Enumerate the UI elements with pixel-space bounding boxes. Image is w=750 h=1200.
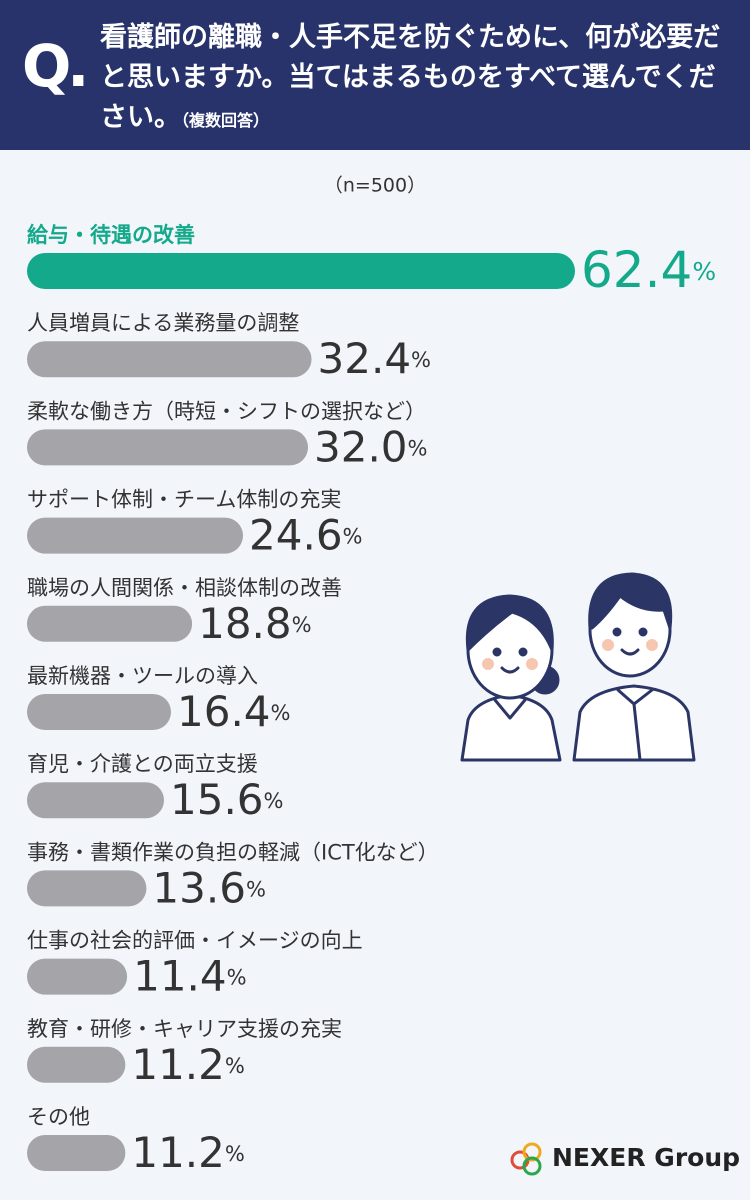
category-label: 職場の人間関係・相談体制の改善 (27, 576, 342, 600)
value-number: 16.4 (177, 687, 271, 736)
value-label: 15.6% (170, 775, 283, 824)
value-number: 32.4 (318, 334, 412, 383)
value-label: 24.6% (249, 510, 362, 559)
value-label: 11.2% (131, 1039, 244, 1088)
value-number: 11.2 (131, 1039, 225, 1088)
value-unit: % (264, 789, 284, 813)
value-number: 18.8 (198, 598, 292, 647)
value-unit: % (225, 1054, 245, 1078)
value-number: 11.2 (131, 1128, 225, 1177)
category-label: 教育・研修・キャリア支援の充実 (27, 1017, 342, 1041)
bar (27, 870, 147, 907)
bar (27, 517, 244, 554)
value-label: 18.8% (198, 598, 311, 647)
category-label: 柔軟な働き方（時短・シフトの選択など） (27, 399, 426, 423)
bar (27, 429, 309, 466)
category-label: 給与・待遇の改善 (27, 223, 195, 247)
header: Q. 看護師の離職・人手不足を防ぐために、何が必要だと思いますか。当てはまるもの… (0, 0, 750, 150)
value-label: 32.0% (314, 422, 427, 471)
bar (27, 782, 164, 819)
category-label: 人員増員による業務量の調整 (27, 311, 299, 335)
bar (27, 341, 312, 378)
category-label: 育児・介護との両立支援 (27, 752, 258, 776)
value-unit: % (692, 257, 716, 286)
value-unit: % (411, 348, 431, 372)
value-number: 11.4 (133, 951, 227, 1000)
value-number: 15.6 (170, 775, 264, 824)
value-number: 24.6 (249, 510, 343, 559)
bar (27, 694, 172, 730)
question-text: 看護師の離職・人手不足を防ぐために、何が必要だと思いますか。当てはまるものをすべ… (100, 18, 735, 141)
illustration (460, 572, 696, 762)
subtitle: （複数回答） (181, 111, 270, 130)
value-unit: % (246, 877, 266, 901)
sample-note: （n=500） (324, 175, 426, 197)
value-label: 62.4% (581, 241, 716, 299)
bar (27, 605, 193, 642)
logo (510, 1142, 542, 1176)
bar (27, 958, 128, 995)
value-label: 11.4% (133, 951, 246, 1000)
source-logo-text: NEXER Group (552, 1143, 740, 1172)
value-unit: % (227, 966, 247, 990)
bar (27, 1046, 126, 1083)
value-unit: % (343, 525, 363, 549)
category-label: サポート体制・チーム体制の充実 (27, 488, 341, 512)
value-unit: % (408, 436, 428, 460)
value-number: 32.0 (314, 422, 408, 471)
value-label: 32.4% (318, 334, 431, 383)
bar (27, 1135, 126, 1171)
value-label: 13.6% (152, 863, 265, 912)
value-label: 11.2% (131, 1128, 244, 1177)
value-label: 16.4% (177, 687, 290, 736)
value-unit: % (292, 613, 312, 637)
bar (27, 253, 575, 289)
value-number: 62.4 (581, 241, 692, 299)
value-number: 13.6 (152, 863, 246, 912)
category-label: 事務・書類作業の負担の軽減（ICT化など） (27, 840, 439, 864)
category-label: その他 (27, 1105, 90, 1129)
value-unit: % (225, 1142, 245, 1166)
value-unit: % (271, 701, 291, 725)
category-label: 仕事の社会的評価・イメージの向上 (27, 929, 363, 953)
question-mark: Q. (22, 32, 89, 100)
title: 看護師の離職・人手不足を防ぐために、何が必要だと思いますか。当てはまるものをすべ… (100, 22, 721, 133)
category-label: 最新機器・ツールの導入 (27, 664, 258, 688)
